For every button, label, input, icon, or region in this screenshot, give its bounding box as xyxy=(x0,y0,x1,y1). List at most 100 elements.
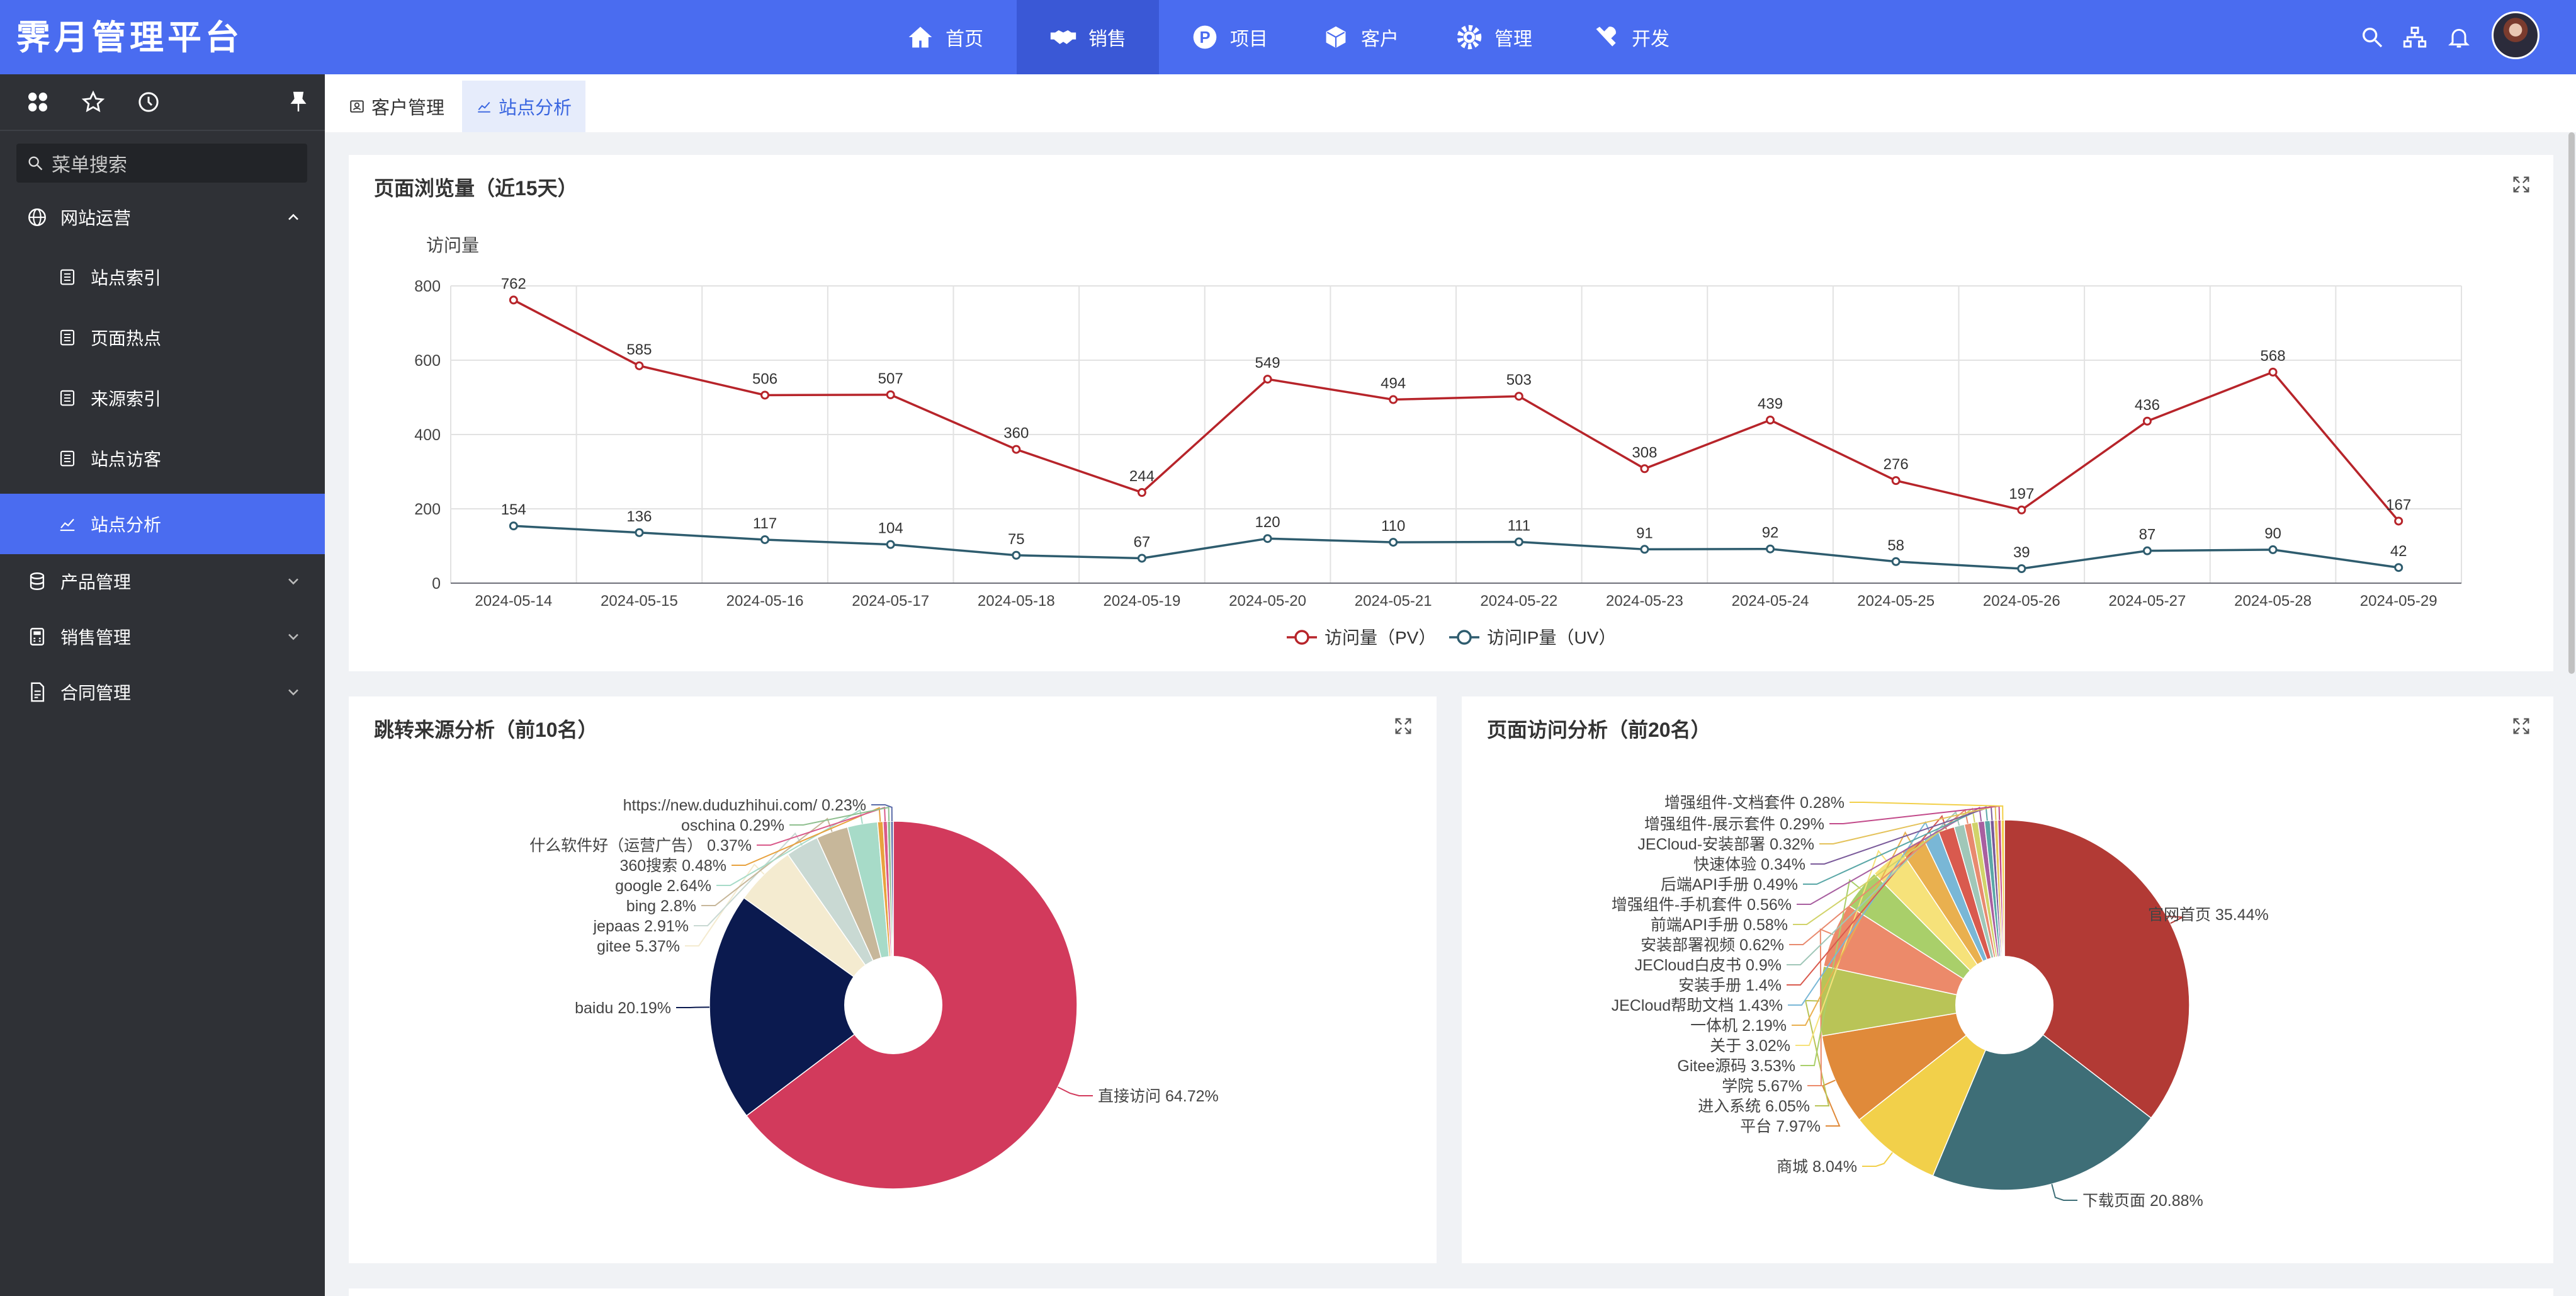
slice-label: 官网首页 35.44% xyxy=(2148,906,2269,924)
slice-label: Gitee源码 3.53% xyxy=(1677,1057,1795,1075)
label-leader-line xyxy=(1819,805,1997,844)
slice-label: oschina 0.29% xyxy=(681,817,784,834)
x-tick-label: 2024-05-28 xyxy=(2234,593,2312,610)
sidebar-item-page-hotspots[interactable]: 页面热点 xyxy=(0,307,325,368)
label-leader-line xyxy=(1803,805,1988,885)
data-label: 111 xyxy=(1508,518,1530,535)
series-line xyxy=(513,525,2399,570)
x-tick-label: 2024-05-29 xyxy=(2360,593,2438,610)
menu-search-input[interactable]: 菜单搜索 xyxy=(16,144,307,183)
label-leader-line xyxy=(1057,1086,1093,1096)
label-leader-line xyxy=(694,832,803,926)
area-chart-icon xyxy=(478,101,490,113)
sidebar-group-label: 网站运营 xyxy=(60,208,132,228)
chevron-down-icon xyxy=(288,689,298,696)
sidebar-group-contract[interactable]: 合同管理 xyxy=(0,665,325,719)
card-title: 页面访问分析（前20名） xyxy=(1487,719,1711,741)
sidebar-group-sales[interactable]: 销售管理 xyxy=(0,610,325,664)
expand-icon[interactable] xyxy=(2511,715,2532,737)
user-avatar[interactable] xyxy=(2492,11,2539,59)
label-leader-line xyxy=(1829,805,2001,824)
data-label: 762 xyxy=(501,275,526,292)
pin-icon[interactable] xyxy=(286,89,311,115)
slice-label: 安装手册 1.4% xyxy=(1678,977,1782,994)
data-label: 360 xyxy=(1003,425,1029,442)
tab-customer-management[interactable]: 客户管理 xyxy=(335,81,458,132)
data-label: 244 xyxy=(1129,468,1155,485)
slice-label: 增强组件-手机套件 0.56% xyxy=(1612,896,1792,914)
data-point xyxy=(1891,476,1901,486)
x-tick-label: 2024-05-17 xyxy=(852,593,929,610)
data-label: 167 xyxy=(2386,496,2411,513)
data-label: 42 xyxy=(2390,543,2407,560)
search-icon[interactable] xyxy=(2359,25,2385,50)
nav-customer[interactable]: 客户 xyxy=(1303,0,1418,74)
pie-slice xyxy=(2004,819,2190,1119)
nav-sales[interactable]: 销售 xyxy=(1017,0,1159,74)
data-label: 67 xyxy=(1134,533,1151,550)
sidebar-group-label: 产品管理 xyxy=(60,572,132,592)
history-icon[interactable] xyxy=(136,89,161,115)
label-leader-line xyxy=(871,804,893,822)
donut-hole xyxy=(1955,956,2053,1054)
label-leader-line xyxy=(1789,809,1969,945)
chevron-down-icon xyxy=(288,578,298,585)
expand-icon[interactable] xyxy=(2511,174,2532,195)
sidebar-group-website-ops[interactable]: 网站运营 xyxy=(0,190,325,244)
data-label: 75 xyxy=(1008,531,1025,548)
nav-management[interactable]: 管理 xyxy=(1437,0,1551,74)
slice-label: JECloud-安装部署 0.32% xyxy=(1637,836,1814,853)
pie-slice xyxy=(1932,1004,2152,1191)
data-point xyxy=(2142,416,2152,426)
tab-label: 客户管理 xyxy=(371,98,445,118)
scrollbar-thumb[interactable] xyxy=(2568,132,2575,674)
sidebar-item-site-analysis[interactable]: 站点分析 xyxy=(0,494,325,554)
area-chart-icon xyxy=(60,518,75,531)
sidebar-item-site-visitors[interactable]: 站点访客 xyxy=(0,428,325,489)
star-icon[interactable] xyxy=(81,89,106,115)
sidebar-toolbar xyxy=(0,74,325,131)
slice-label: 下载页面 20.88% xyxy=(2082,1192,2203,1210)
data-point xyxy=(509,295,518,305)
data-point xyxy=(635,361,644,370)
data-point xyxy=(2268,367,2278,377)
data-label: 503 xyxy=(1506,372,1532,389)
data-label: 117 xyxy=(753,515,777,532)
slice-label: 什么软件好（运营广告） 0.37% xyxy=(529,837,752,855)
apps-icon[interactable] xyxy=(25,89,50,115)
page-scrollbar[interactable] xyxy=(2567,132,2576,1296)
user-card-icon xyxy=(350,100,364,113)
cube-icon xyxy=(1325,25,1347,50)
line-chart: 访问量 0 200 400 600 800 2024-05-14 2024-05-15 2024… xyxy=(414,236,2462,647)
data-point xyxy=(1263,375,1272,384)
handshake-icon xyxy=(1050,30,1076,44)
data-point xyxy=(2394,563,2404,572)
nav-project[interactable]: P 项目 xyxy=(1172,0,1287,74)
nav-development[interactable]: 开发 xyxy=(1574,0,1688,74)
sidebar-group-product[interactable]: 产品管理 xyxy=(0,554,325,608)
data-point xyxy=(886,540,895,549)
label-leader-line xyxy=(1797,806,1982,905)
data-point xyxy=(1137,488,1146,497)
tools-icon xyxy=(1596,26,1616,47)
nav-label: 客户 xyxy=(1361,29,1399,50)
data-label: 197 xyxy=(2009,486,2034,503)
data-label: 154 xyxy=(501,501,526,518)
sidebar-item-label: 站点索引 xyxy=(91,268,162,288)
tab-site-analysis[interactable]: 站点分析 xyxy=(462,81,586,132)
sidebar-item-label: 站点访客 xyxy=(91,450,162,469)
data-label: 39 xyxy=(2013,544,2030,561)
slice-label: gitee 5.37% xyxy=(597,938,680,955)
sidebar-item-site-index[interactable]: 站点索引 xyxy=(0,247,325,307)
x-tick-label: 2024-05-25 xyxy=(1857,593,1935,610)
donut-hole xyxy=(844,956,942,1054)
sitemap-icon[interactable] xyxy=(2402,25,2427,50)
nav-home[interactable]: 首页 xyxy=(888,0,1002,74)
bell-icon[interactable] xyxy=(2446,25,2471,50)
expand-icon[interactable] xyxy=(1393,715,1414,737)
search-icon xyxy=(28,156,43,171)
pie-slice xyxy=(1821,1004,2005,1121)
sidebar-item-source-index[interactable]: 来源索引 xyxy=(0,368,325,428)
data-point xyxy=(886,390,895,399)
slice-label: 快速体验 0.34% xyxy=(1693,856,1805,873)
